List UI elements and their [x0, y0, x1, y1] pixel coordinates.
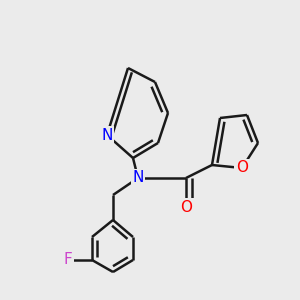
Text: F: F — [64, 253, 72, 268]
Text: O: O — [236, 160, 248, 175]
Text: O: O — [180, 200, 192, 214]
Text: N: N — [101, 128, 113, 142]
Text: N: N — [132, 170, 144, 185]
